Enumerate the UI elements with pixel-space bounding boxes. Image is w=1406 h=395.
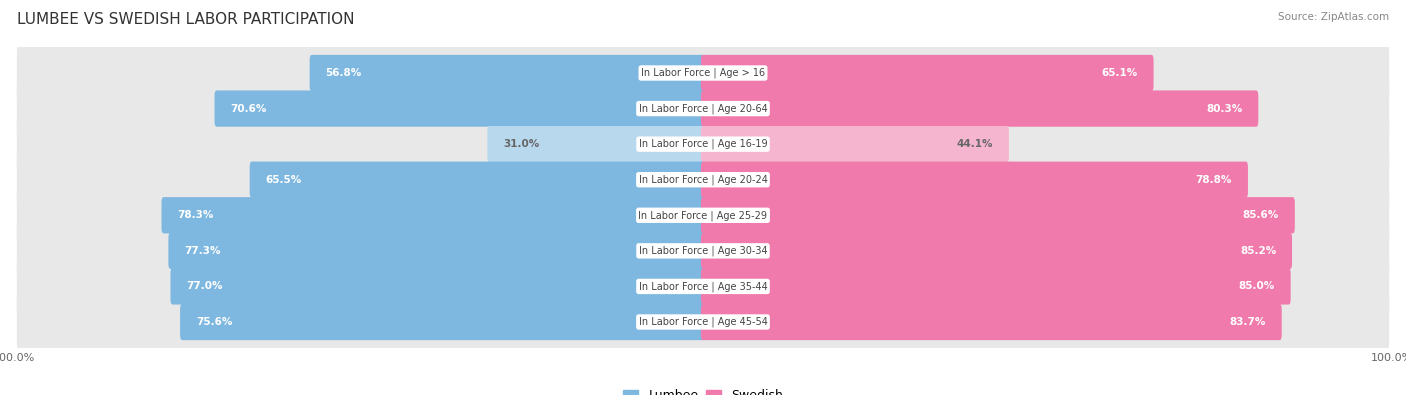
Text: 83.7%: 83.7% (1229, 317, 1265, 327)
FancyBboxPatch shape (702, 304, 1282, 340)
FancyBboxPatch shape (170, 268, 704, 305)
FancyBboxPatch shape (702, 233, 1292, 269)
Text: 77.3%: 77.3% (184, 246, 221, 256)
Text: In Labor Force | Age 20-24: In Labor Force | Age 20-24 (638, 175, 768, 185)
FancyBboxPatch shape (702, 268, 1291, 305)
Text: In Labor Force | Age > 16: In Labor Force | Age > 16 (641, 68, 765, 78)
FancyBboxPatch shape (250, 162, 704, 198)
Legend: Lumbee, Swedish: Lumbee, Swedish (619, 384, 787, 395)
Text: 70.6%: 70.6% (231, 103, 267, 114)
FancyBboxPatch shape (17, 292, 1389, 353)
FancyBboxPatch shape (702, 162, 1249, 198)
Text: In Labor Force | Age 35-44: In Labor Force | Age 35-44 (638, 281, 768, 292)
Text: 78.8%: 78.8% (1195, 175, 1232, 185)
FancyBboxPatch shape (17, 256, 1389, 317)
FancyBboxPatch shape (17, 184, 1389, 246)
Text: In Labor Force | Age 20-64: In Labor Force | Age 20-64 (638, 103, 768, 114)
Text: In Labor Force | Age 25-29: In Labor Force | Age 25-29 (638, 210, 768, 220)
FancyBboxPatch shape (17, 149, 1389, 211)
FancyBboxPatch shape (702, 126, 1010, 162)
Text: Source: ZipAtlas.com: Source: ZipAtlas.com (1278, 12, 1389, 22)
Text: In Labor Force | Age 45-54: In Labor Force | Age 45-54 (638, 317, 768, 327)
FancyBboxPatch shape (702, 197, 1295, 233)
FancyBboxPatch shape (17, 113, 1389, 175)
Text: In Labor Force | Age 30-34: In Labor Force | Age 30-34 (638, 246, 768, 256)
Text: 75.6%: 75.6% (195, 317, 232, 327)
Text: LUMBEE VS SWEDISH LABOR PARTICIPATION: LUMBEE VS SWEDISH LABOR PARTICIPATION (17, 12, 354, 27)
Text: 77.0%: 77.0% (186, 281, 222, 292)
FancyBboxPatch shape (309, 55, 704, 91)
Text: In Labor Force | Age 16-19: In Labor Force | Age 16-19 (638, 139, 768, 149)
Text: 80.3%: 80.3% (1206, 103, 1243, 114)
Text: 85.0%: 85.0% (1239, 281, 1275, 292)
FancyBboxPatch shape (215, 90, 704, 127)
FancyBboxPatch shape (17, 220, 1389, 282)
FancyBboxPatch shape (17, 42, 1389, 103)
FancyBboxPatch shape (180, 304, 704, 340)
FancyBboxPatch shape (488, 126, 704, 162)
Text: 65.1%: 65.1% (1101, 68, 1137, 78)
Text: 31.0%: 31.0% (503, 139, 540, 149)
Text: 85.6%: 85.6% (1243, 210, 1279, 220)
FancyBboxPatch shape (702, 55, 1153, 91)
Text: 65.5%: 65.5% (266, 175, 302, 185)
FancyBboxPatch shape (17, 78, 1389, 139)
FancyBboxPatch shape (702, 90, 1258, 127)
FancyBboxPatch shape (162, 197, 704, 233)
Text: 78.3%: 78.3% (177, 210, 214, 220)
Text: 44.1%: 44.1% (956, 139, 993, 149)
Text: 85.2%: 85.2% (1240, 246, 1277, 256)
Text: 56.8%: 56.8% (325, 68, 361, 78)
FancyBboxPatch shape (169, 233, 704, 269)
